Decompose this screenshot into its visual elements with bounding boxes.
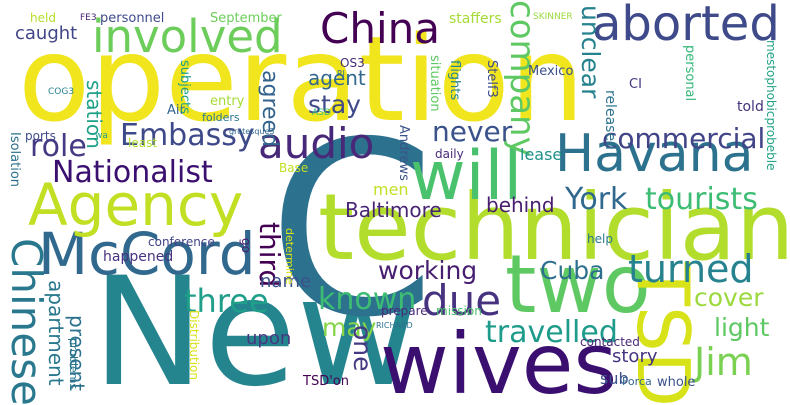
word-folders: folders — [202, 111, 240, 124]
word-jim: Jim — [694, 340, 753, 384]
word-turned: turned — [628, 247, 754, 291]
word-never: never — [432, 115, 513, 148]
word-held: held — [30, 11, 56, 25]
word-personal: personal — [682, 45, 697, 102]
word-richard: RICHARD — [376, 321, 413, 330]
word-contacted: contacted — [580, 335, 640, 349]
word-involved: involved — [92, 10, 283, 63]
word-base: Base — [279, 161, 309, 175]
word-havana: Havana — [555, 124, 754, 184]
word-entry: entry — [210, 94, 245, 109]
word-andrews: Andrews — [396, 125, 411, 181]
word-commercial: commercial — [602, 122, 766, 155]
word-apartment: apartment — [44, 280, 68, 386]
word-mccord: McCord — [38, 220, 256, 288]
word-sub: sub — [600, 369, 629, 388]
word-asd: ASD — [312, 108, 331, 118]
word-due: due — [422, 276, 502, 325]
word-determine: determine — [283, 228, 296, 285]
word-china: China — [320, 4, 440, 53]
word-forca: Forca — [622, 375, 652, 388]
word-stay: stay — [308, 90, 361, 119]
word-cover: cover — [694, 283, 764, 312]
word-released: released — [602, 90, 618, 150]
word-tsd: TSD — [621, 262, 705, 405]
word-least: least — [128, 136, 158, 150]
word-ci: CI — [629, 77, 642, 92]
word-caught: caught — [15, 23, 78, 44]
word-two: two — [505, 238, 651, 331]
word-present: present — [65, 315, 89, 392]
word-story: story — [612, 346, 658, 367]
word-os3: OS3 — [340, 56, 365, 70]
word-wives: wives — [380, 315, 618, 405]
word-cuba: Cuba — [540, 256, 605, 285]
word-subjects: subjects — [177, 60, 192, 114]
word-tsdon: TSD'on — [303, 374, 349, 389]
word-name: name — [260, 271, 312, 292]
word-wa: wa — [95, 131, 108, 141]
word-technicians: technicians — [318, 174, 790, 281]
word-may: may — [322, 313, 377, 342]
word-c: C — [268, 90, 436, 370]
word-will: will — [410, 137, 523, 216]
word-flights: flights — [447, 60, 462, 101]
word-skinner: SKINNER — [533, 12, 573, 22]
word-tourists: tourists — [645, 182, 758, 217]
word-cog3: COG3 — [48, 87, 75, 97]
word-happened: happened — [103, 249, 174, 265]
word-ports: ports — [25, 129, 56, 143]
word-ri: RI — [337, 69, 345, 78]
word-lease: lease — [520, 145, 563, 164]
word-mestophobicprobeble: mestophobicprobeble — [764, 40, 778, 171]
word-unclear: unclear — [576, 5, 605, 99]
word-upon: upon — [246, 328, 292, 349]
word-nationalist: Nationalist — [52, 155, 213, 190]
word-agent: agent — [308, 66, 366, 90]
word-new: New — [92, 246, 420, 405]
word-men: men — [373, 180, 409, 199]
word-told: told — [737, 99, 764, 115]
word-working: working — [378, 256, 478, 285]
word-third: third — [253, 222, 286, 288]
word-york: York — [565, 182, 628, 217]
word-travelled: travelled — [485, 315, 618, 350]
word-chinese: Chinese — [2, 238, 51, 405]
word-staffers: staffers — [449, 11, 502, 27]
word-fe3: FE3 — [80, 13, 97, 23]
word-baltimore: Baltimore — [345, 198, 442, 222]
word-company: company — [502, 0, 542, 157]
word-operation: operation — [18, 10, 585, 148]
word-september: September — [210, 11, 282, 26]
word-behind: behind — [486, 193, 555, 217]
word-aborted: aborted — [592, 0, 780, 52]
word-agency: Agency — [28, 171, 244, 239]
word-isolation: Isolation — [7, 132, 22, 188]
word-prepare: prepare — [381, 304, 428, 318]
word-situation: situation — [427, 55, 442, 112]
word-light: light — [714, 313, 770, 342]
word-mexico: Mexico — [528, 64, 574, 79]
word-personnel: personnel — [100, 11, 165, 26]
word-embassy: Embassy — [120, 118, 255, 153]
word-one: one — [348, 325, 377, 372]
word-stelf3: Stelf3 — [484, 60, 499, 98]
word-three: three — [184, 282, 269, 320]
word-whole: whole — [657, 375, 696, 390]
word-help: help — [587, 232, 613, 246]
word-conference: conference — [148, 235, 215, 249]
word-known: known — [318, 282, 417, 317]
word-mission: mission — [436, 304, 482, 318]
word-audio: audio — [258, 119, 375, 168]
word-daily: daily — [435, 147, 464, 161]
word-role: role — [30, 129, 87, 164]
word-air: Air — [167, 103, 185, 118]
word-agreed: agreed — [257, 70, 282, 148]
word-station: station — [82, 80, 106, 149]
word-problems: problems — [67, 338, 80, 390]
word-distribution: Distribution — [187, 310, 201, 381]
word-grotesque3: grotesque3 — [229, 127, 275, 136]
word-go: go — [239, 238, 253, 253]
